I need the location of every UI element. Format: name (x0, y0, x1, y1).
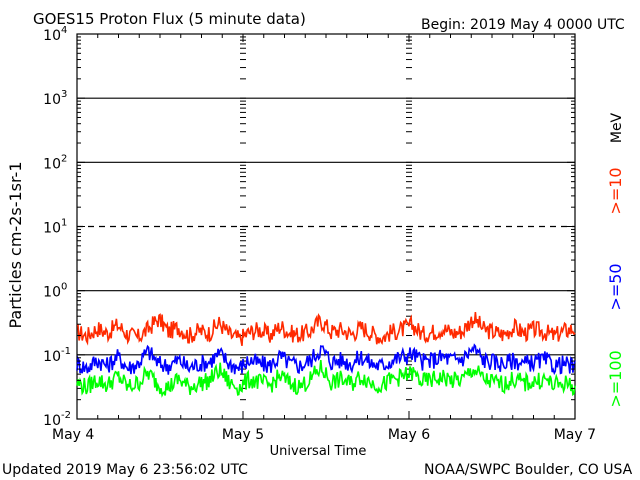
svg-text:Particles cm-2s-1sr-1: Particles cm-2s-1sr-1 (6, 161, 25, 328)
series-layer (76, 312, 576, 398)
svg-text:MeV: MeV (609, 112, 625, 143)
series-ge50-line (76, 343, 576, 376)
svg-text:>=100: >=100 (606, 350, 625, 407)
chart-title: GOES15 Proton Flux (5 minute data) (33, 10, 306, 28)
svg-text:>=10: >=10 (606, 167, 625, 214)
series-ge10-line (76, 312, 576, 346)
legend-ge100: >=100 (606, 350, 625, 407)
y-tick-exponent: 1 (61, 218, 67, 229)
updated-time: Updated 2019 May 6 23:56:02 UTC (2, 462, 248, 478)
y-tick-exponent: 2 (61, 153, 67, 164)
y-tick-label: 10 (43, 349, 61, 365)
svg-text:>=50: >=50 (606, 263, 625, 310)
x-tick-label: May 5 (222, 427, 264, 443)
y-tick-exponent: 4 (61, 25, 67, 36)
x-tick-label: May 4 (52, 427, 94, 443)
x-axis-title: Universal Time (270, 444, 367, 459)
y-tick-exponent: 0 (61, 282, 67, 293)
credit-text: NOAA/SWPC Boulder, CO USA (424, 462, 633, 478)
series-ge100-line (76, 360, 576, 398)
y-tick-exponent: -2 (61, 410, 71, 421)
x-tick-label: May 7 (554, 427, 596, 443)
x-tick-label: May 6 (388, 427, 430, 443)
legend-ge50: >=50 (606, 263, 625, 310)
y-tick-label: 10 (43, 28, 61, 44)
legend-ge10: >=10 (606, 167, 625, 214)
legend-unit: MeV (609, 112, 625, 143)
begin-time: Begin: 2019 May 4 0000 UTC (421, 17, 625, 33)
y-axis-title: Particles cm-2s-1sr-1 (6, 161, 25, 328)
x-axis-ticks: May 4 May 5 May 6 May 7 (52, 34, 596, 443)
y-tick-exponent: 3 (61, 89, 67, 100)
y-tick-label: 10 (43, 285, 61, 301)
y-tick-label: 10 (43, 221, 61, 237)
gridlines (77, 97, 575, 356)
y-tick-label: 10 (43, 92, 61, 108)
y-tick-exponent: -1 (61, 346, 71, 357)
y-tick-label: 10 (43, 413, 61, 429)
y-tick-label: 10 (43, 156, 61, 172)
